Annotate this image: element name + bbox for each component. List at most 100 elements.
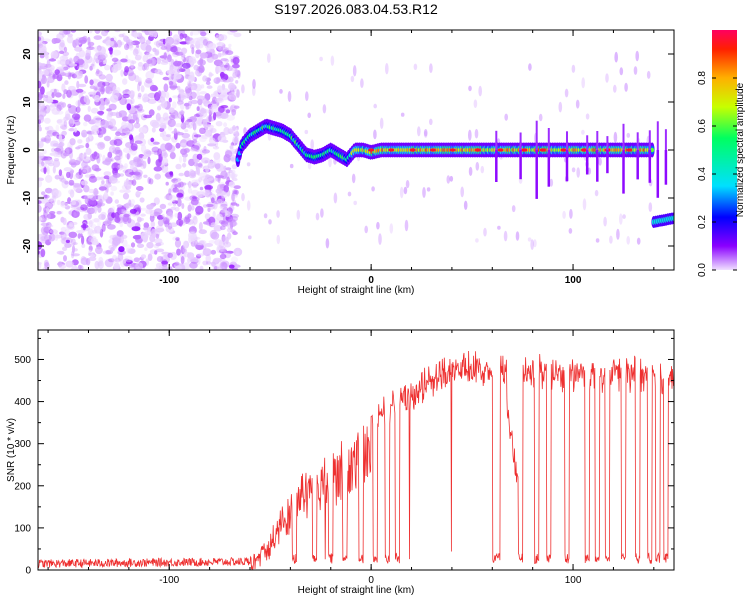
noise-blob [120,259,126,268]
noise-blob [45,222,52,228]
noise-blob [192,139,198,144]
sidelobe-speck [296,209,301,220]
sidelobe-speck [289,163,294,169]
noise-blob [184,67,191,77]
sidelobe-speck [483,227,487,237]
noise-blob [121,116,130,122]
noise-blob [127,90,136,95]
noise-blob [215,121,223,127]
noise-blob [58,134,63,143]
noise-blob [229,145,234,150]
noise-blob [93,35,103,40]
sidelobe-speck [581,77,585,89]
sidelobe-speck [379,117,384,129]
noise-blob [90,224,97,229]
noise-blob [188,182,193,188]
noise-blob [199,127,206,134]
noise-blob [39,54,45,59]
noise-blob [55,110,64,115]
noise-blob [74,38,80,46]
noise-blob [226,114,236,121]
sidelobe-speck [613,131,618,143]
noise-blob [76,156,82,165]
noise-blob [216,45,224,52]
noise-blob [196,95,205,101]
noise-blob [208,160,215,167]
snr-axes: -100 0 100 0 100 200 300 400 500 [14,330,674,586]
noise-blob [80,260,87,265]
noise-blob [43,194,50,199]
noise-blob [103,183,112,188]
noise-blob [122,32,126,38]
noise-blob [210,231,220,240]
noise-blob [133,122,141,129]
noise-blob [219,78,226,83]
noise-blob [217,134,227,143]
noise-blob [140,231,149,241]
sidelobe-speck [619,67,624,76]
noise-blob [150,137,155,143]
noise-blob [173,60,182,67]
noise-blob [52,165,56,174]
snr-ytick-label: 300 [14,439,31,450]
noise-blob [101,214,106,220]
sidelobe-speck [400,112,405,117]
sidelobe-speck [373,129,377,140]
noise-blob [150,220,156,228]
noise-blob [166,69,176,75]
noise-blob [52,189,62,198]
noise-blob [168,97,172,103]
noise-blob [39,214,47,223]
noise-blob [126,153,130,160]
noise-blob [40,137,47,143]
noise-blob [109,118,117,127]
noise-blob [177,211,183,221]
noise-blob [184,142,189,150]
noise-blob [58,42,66,52]
sidelobe-speck [423,129,428,137]
noise-blob [66,36,74,44]
noise-blob [145,78,153,84]
noise-blob [201,109,210,114]
noise-blob [71,113,81,120]
noise-blob [136,243,145,248]
noise-blob [235,130,239,137]
noise-blob [161,152,169,158]
noise-blob [72,242,78,246]
noise-blob [187,257,191,264]
noise-blob [156,256,164,263]
noise-blob [76,80,80,89]
noise-blob [86,207,96,215]
carrier-peak [497,148,504,152]
noise-blob [64,80,69,85]
noise-blob [147,98,157,104]
noise-blob [124,180,128,185]
noise-blob [184,129,189,133]
noise-blob [162,76,170,81]
noise-blob [137,92,142,98]
noise-blob [156,57,162,65]
noise-blob [88,234,92,242]
sidelobe-speck [307,112,312,119]
noise-blob [114,257,121,263]
noise-blob [205,203,214,208]
noise-blob [38,119,41,125]
noise-blob [182,62,191,69]
noise-blob [85,142,90,149]
noise-blob [219,112,229,119]
noise-blob [92,46,101,52]
noise-blob [161,251,170,255]
noise-blob [93,205,98,214]
noise-blob [198,222,203,231]
noise-blob [233,185,241,190]
sidelobe-speck [528,63,532,71]
noise-blob [42,69,49,76]
noise-blob [71,265,79,270]
noise-blob [88,256,97,262]
noise-blob [44,51,49,59]
noise-blob [88,91,96,96]
noise-blob [124,99,133,106]
noise-blob [60,201,68,208]
sidelobe-speck [530,239,534,251]
noise-blob [146,226,154,236]
